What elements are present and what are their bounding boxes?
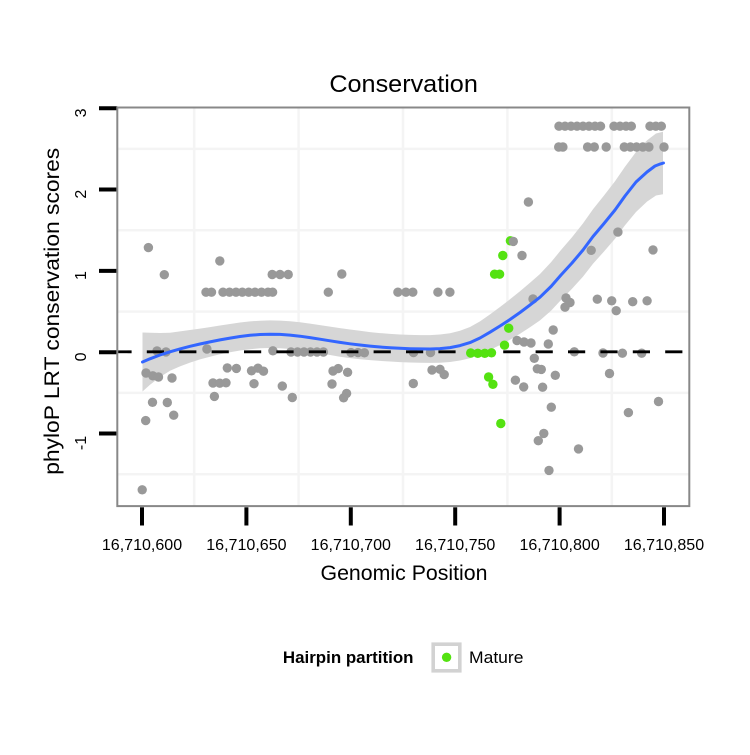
- svg-text:3: 3: [73, 108, 90, 117]
- svg-text:16,710,600: 16,710,600: [102, 537, 182, 554]
- svg-text:0: 0: [73, 352, 90, 361]
- svg-text:16,710,700: 16,710,700: [311, 537, 391, 554]
- svg-text:Hairpin partition: Hairpin partition: [283, 648, 414, 667]
- svg-text:Genomic Position: Genomic Position: [321, 562, 488, 585]
- svg-text:phyloP LRT conservation scores: phyloP LRT conservation scores: [41, 148, 64, 475]
- svg-text:2: 2: [73, 190, 90, 199]
- svg-text:16,710,650: 16,710,650: [206, 537, 286, 554]
- svg-text:16,710,850: 16,710,850: [624, 537, 704, 554]
- svg-text:16,710,750: 16,710,750: [415, 537, 495, 554]
- svg-text:16,710,800: 16,710,800: [519, 537, 599, 554]
- svg-text:-1: -1: [73, 436, 90, 450]
- svg-text:1: 1: [73, 271, 90, 280]
- svg-text:Mature: Mature: [469, 648, 524, 667]
- svg-text:Conservation: Conservation: [329, 71, 478, 98]
